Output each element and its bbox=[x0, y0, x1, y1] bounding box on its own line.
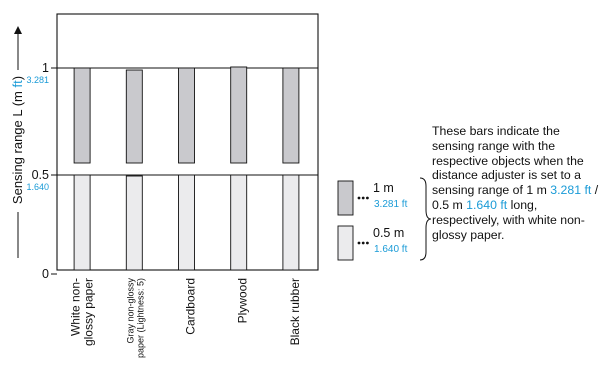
bar-1m-3 bbox=[230, 66, 248, 164]
bar-1m-1 bbox=[125, 69, 143, 164]
y-tick-ft-label-2: 3.281 bbox=[26, 75, 49, 85]
x-category-label-2: Cardboard bbox=[184, 278, 198, 335]
legend-brace bbox=[419, 177, 432, 261]
legend-label-m-0: 1 m bbox=[373, 181, 394, 195]
legend-dot bbox=[366, 241, 369, 245]
description-text-2: / 0.5 m bbox=[432, 183, 599, 212]
description-text-1: These bars indicate the sensing range wi… bbox=[432, 124, 584, 198]
bar-0-5m-3 bbox=[230, 174, 248, 271]
legend-label-ft-0: 3.281 ft bbox=[374, 199, 408, 210]
legend-label-ft-1: 1.640 ft bbox=[374, 244, 408, 255]
legend-swatch-1 bbox=[337, 225, 354, 261]
bar-0-5m-0 bbox=[73, 174, 91, 271]
y-tick-label-0: 0 bbox=[42, 267, 49, 281]
y-tick-label-2: 1 bbox=[42, 61, 49, 75]
legend-dot bbox=[361, 241, 365, 245]
description-ft-1: 3.281 ft bbox=[550, 183, 592, 198]
bar-1m-0 bbox=[73, 67, 91, 164]
legend-dot bbox=[357, 241, 361, 245]
legend-dot bbox=[357, 196, 361, 200]
chart-description: These bars indicate the sensing range wi… bbox=[432, 124, 600, 242]
legend-dot bbox=[366, 196, 369, 200]
bar-0-5m-4 bbox=[282, 174, 300, 271]
y-axis-title: Sensing range L (m ft) bbox=[10, 76, 25, 204]
y-tick-label-1: 0.5 bbox=[32, 168, 49, 182]
x-category-label-1: Gray non-glossypaper (Lightness: 5) bbox=[125, 278, 145, 359]
x-category-label-0: White non-glossy paper bbox=[69, 278, 96, 346]
x-category-label-3: Plywood bbox=[236, 278, 250, 323]
description-text-3: long, respectively, with white non-gloss… bbox=[432, 197, 585, 242]
bar-0-5m-2 bbox=[178, 174, 195, 271]
bar-1m-4 bbox=[282, 67, 300, 164]
legend-dot bbox=[361, 196, 365, 200]
description-ft-2: 1.640 ft bbox=[466, 197, 508, 212]
legend-swatch-0 bbox=[337, 180, 354, 216]
bar-1m-2 bbox=[178, 67, 195, 164]
y-tick-ft-label-1: 1.640 bbox=[26, 182, 49, 192]
legend-label-m-1: 0.5 m bbox=[373, 226, 404, 240]
x-category-label-4: Black rubber bbox=[288, 278, 302, 345]
bar-0-5m-1 bbox=[125, 175, 143, 271]
